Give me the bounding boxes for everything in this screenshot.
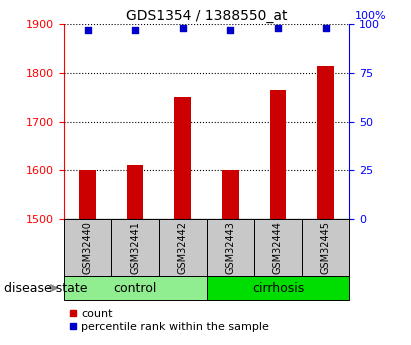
Bar (64, 219, 111, 276)
Bar (206, 276, 349, 300)
Point (322, 25, 329, 31)
Text: control: control (113, 282, 157, 295)
Text: GSM32440: GSM32440 (83, 221, 92, 274)
Bar (254, 219, 302, 276)
Bar (79, 170, 96, 219)
Bar (317, 66, 334, 219)
Text: GSM32445: GSM32445 (321, 221, 330, 274)
Title: GDS1354 / 1388550_at: GDS1354 / 1388550_at (126, 9, 287, 23)
Bar (111, 219, 159, 276)
Legend: count, percentile rank within the sample: count, percentile rank within the sample (69, 309, 269, 332)
Bar (270, 90, 286, 219)
Bar (159, 219, 206, 276)
Point (132, 27, 139, 33)
Text: disease state: disease state (4, 282, 88, 295)
Bar (64, 276, 206, 300)
Bar (222, 170, 239, 219)
Text: cirrhosis: cirrhosis (252, 282, 304, 295)
Bar (127, 166, 143, 219)
Point (275, 25, 281, 31)
Bar (206, 219, 254, 276)
Text: GSM32442: GSM32442 (178, 221, 188, 274)
Bar (302, 219, 349, 276)
Point (84, 27, 91, 33)
Point (180, 25, 186, 31)
Bar (174, 97, 191, 219)
Text: 100%: 100% (355, 11, 386, 21)
Text: GSM32444: GSM32444 (273, 221, 283, 274)
Point (227, 27, 233, 33)
Text: GSM32443: GSM32443 (225, 221, 236, 274)
Text: GSM32441: GSM32441 (130, 221, 140, 274)
